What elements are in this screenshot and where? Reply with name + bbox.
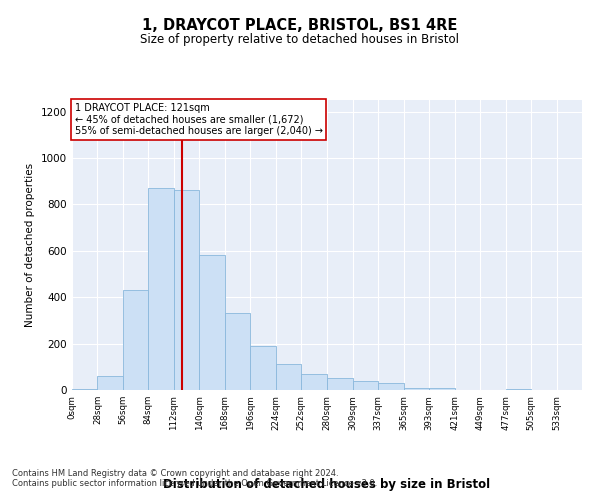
- Text: 1 DRAYCOT PLACE: 121sqm
← 45% of detached houses are smaller (1,672)
55% of semi: 1 DRAYCOT PLACE: 121sqm ← 45% of detache…: [74, 103, 323, 136]
- Bar: [275, 364, 301, 390]
- Bar: [404, 388, 429, 390]
- Text: Contains public sector information licensed under the Open Government Licence v3: Contains public sector information licen…: [12, 479, 377, 488]
- Bar: [250, 346, 275, 390]
- Bar: [326, 378, 353, 390]
- Y-axis label: Number of detached properties: Number of detached properties: [25, 163, 35, 327]
- Bar: [429, 388, 455, 390]
- X-axis label: Distribution of detached houses by size in Bristol: Distribution of detached houses by size …: [163, 478, 491, 492]
- Text: Size of property relative to detached houses in Bristol: Size of property relative to detached ho…: [140, 32, 460, 46]
- Bar: [379, 383, 404, 390]
- Bar: [301, 374, 326, 390]
- Bar: [148, 188, 174, 390]
- Text: 1, DRAYCOT PLACE, BRISTOL, BS1 4RE: 1, DRAYCOT PLACE, BRISTOL, BS1 4RE: [142, 18, 458, 32]
- Bar: [225, 314, 250, 390]
- Bar: [72, 389, 97, 390]
- Bar: [174, 190, 199, 390]
- Bar: [353, 380, 379, 390]
- Bar: [97, 376, 123, 390]
- Text: Contains HM Land Registry data © Crown copyright and database right 2024.: Contains HM Land Registry data © Crown c…: [12, 469, 338, 478]
- Bar: [506, 389, 531, 390]
- Bar: [199, 256, 225, 390]
- Bar: [123, 290, 148, 390]
